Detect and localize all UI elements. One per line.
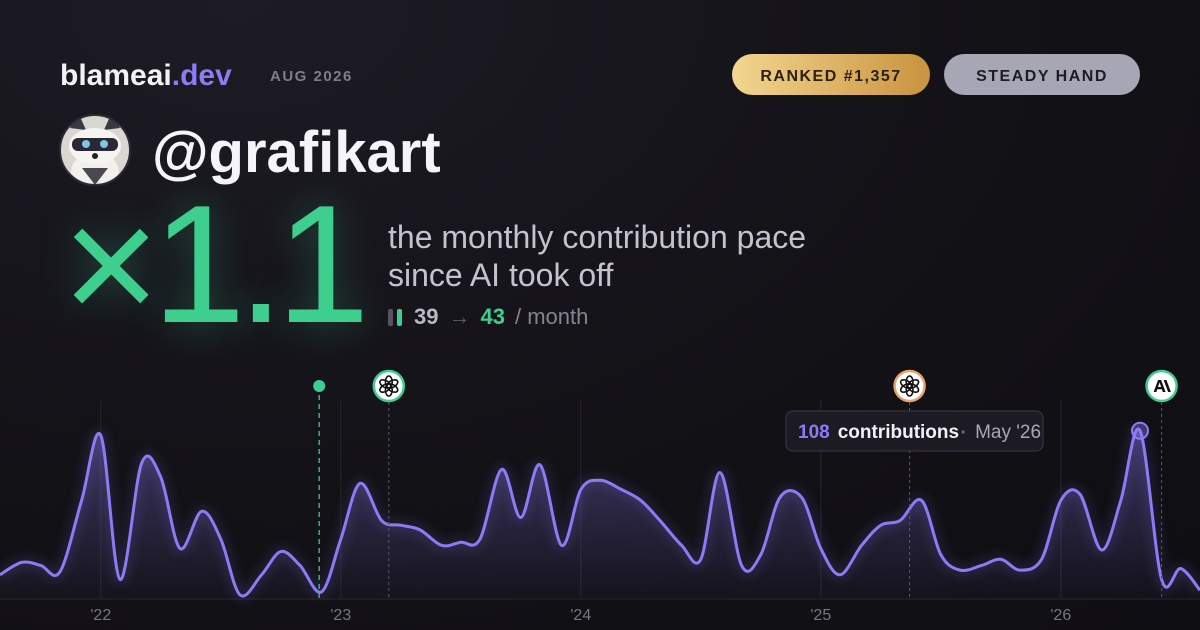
x-tick-label: '22 xyxy=(90,607,111,624)
description: the monthly contribution pace since AI t… xyxy=(388,219,807,293)
badge: RANKED #1,357 xyxy=(760,68,901,85)
event-glyph xyxy=(899,375,920,397)
glyph-petal xyxy=(899,378,913,390)
event-dot xyxy=(313,380,326,392)
tooltip-sep xyxy=(961,430,965,434)
bars-icon xyxy=(388,308,402,326)
area xyxy=(0,428,1200,598)
tooltip-text: 108 contributions xyxy=(798,422,959,443)
badge-bg xyxy=(732,54,930,95)
brand-name: blameai xyxy=(60,59,172,92)
period: AUG 2026 xyxy=(270,68,353,85)
avatar xyxy=(60,115,130,185)
arrow: → xyxy=(448,304,471,329)
x-tick-label: '23 xyxy=(330,607,351,624)
x-tick-label: '25 xyxy=(810,607,831,624)
tooltip-value: 108 xyxy=(798,422,830,443)
glyph-a xyxy=(1153,380,1171,392)
tooltip-label: contributions xyxy=(838,422,959,443)
username: @grafikart xyxy=(152,120,441,185)
multiplier: ×1.1 xyxy=(62,170,370,358)
before: 39 xyxy=(414,304,439,329)
after: 43 xyxy=(480,304,505,329)
brand-tld: .dev xyxy=(172,59,232,92)
line xyxy=(0,427,1200,598)
badge: STEADY HAND xyxy=(976,68,1108,85)
brand: blameai.dev xyxy=(60,59,232,92)
stat-line: 39 → 43 / month xyxy=(388,304,588,330)
event-glyph xyxy=(1153,380,1171,392)
avatar-ring xyxy=(59,114,131,186)
highlight-ring xyxy=(1131,421,1149,440)
tooltip-date: May '26 xyxy=(975,422,1041,443)
glyph-petal xyxy=(379,378,392,390)
event-icon xyxy=(372,369,406,403)
event-glyph xyxy=(379,375,399,397)
unit: / month xyxy=(514,304,589,329)
badge-bg xyxy=(944,54,1140,95)
tooltip-box xyxy=(785,410,1044,452)
x-tick-label: '24 xyxy=(570,607,591,624)
x-tick-label: '26 xyxy=(1050,607,1071,624)
event-icon xyxy=(893,369,926,403)
